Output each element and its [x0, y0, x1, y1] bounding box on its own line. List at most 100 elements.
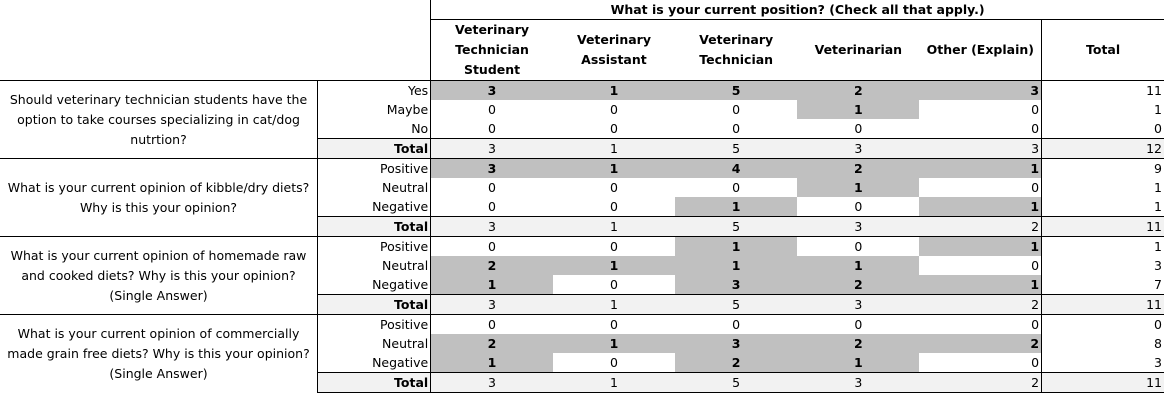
column-total-cell: 2 — [919, 294, 1042, 315]
column-total-cell: 3 — [430, 138, 553, 159]
count-cell: 1 — [797, 100, 920, 119]
column-header: Veterinarian — [797, 19, 920, 81]
table-row: What is your current opinion of homemade… — [0, 236, 1164, 315]
count-cell: 0 — [488, 180, 496, 195]
table-row: Negative 1 0 3 2 1 7 — [0, 275, 1164, 295]
count-cell: 1 — [919, 197, 1042, 217]
count-cell: 0 — [430, 314, 553, 334]
grand-total-cell: 11 — [1041, 216, 1164, 237]
answer-label: Negative — [317, 275, 432, 295]
blank-corner-answer — [318, 20, 431, 81]
column-total-cell: 3 — [430, 294, 553, 315]
table-row: No 0 0 0 0 0 0 — [0, 119, 1164, 139]
count-cell: 2 — [797, 334, 920, 353]
count-cell: 0 — [919, 314, 1042, 334]
count-cell: 3 — [430, 158, 553, 178]
count-cell: 2 — [430, 256, 553, 275]
count-cell: 0 — [488, 102, 496, 117]
column-total-cell: 3 — [797, 294, 920, 315]
count-cell: 0 — [609, 102, 618, 117]
count-cell: 5 — [675, 80, 798, 100]
count-cell: 0 — [732, 102, 741, 117]
count-cell: 2 — [797, 275, 920, 295]
answer-label: Positive — [317, 236, 432, 256]
blank-corner-question — [0, 20, 318, 81]
table-row: Negative 0 0 1 0 1 1 — [0, 197, 1164, 217]
column-total-cell: 3 — [797, 216, 920, 237]
row-total-cell: 9 — [1041, 158, 1164, 178]
count-cell: 1 — [430, 353, 553, 373]
column-total-cell: 3 — [430, 372, 553, 393]
table-title: What is your current position? (Check al… — [430, 0, 1164, 20]
count-cell: 0 — [488, 121, 496, 136]
count-cell: 2 — [797, 158, 920, 178]
count-cell: 1 — [797, 256, 920, 275]
column-header-row: Veterinary Technician Student Veterinary… — [0, 19, 1164, 81]
title-row: What is your current position? (Check al… — [0, 0, 1164, 20]
count-cell: 1 — [675, 256, 798, 275]
column-header: Other (Explain) — [919, 19, 1042, 81]
table-row: Maybe 0 0 0 1 0 1 — [0, 100, 1164, 119]
count-cell: 0 — [1031, 355, 1040, 370]
count-cell: 4 — [675, 158, 798, 178]
column-total-cell: 3 — [797, 138, 920, 159]
column-total-cell: 1 — [552, 294, 676, 315]
column-header: Veterinary Assistant — [552, 19, 676, 81]
count-cell: 0 — [854, 199, 863, 214]
count-cell: 0 — [609, 180, 618, 195]
column-total-cell: 3 — [919, 138, 1042, 159]
total-label: Total — [317, 216, 432, 237]
count-cell: 1 — [430, 275, 553, 295]
table-row: Neutral 0 0 0 1 0 1 — [0, 178, 1164, 197]
count-cell: 0 — [1031, 180, 1040, 195]
answer-label: Positive — [317, 158, 432, 178]
total-label: Total — [317, 138, 432, 159]
blank-corner — [0, 0, 431, 20]
table-row: What is your current opinion of kibble/d… — [0, 158, 1164, 237]
count-cell: 1 — [675, 197, 798, 217]
count-cell: 0 — [854, 121, 863, 136]
row-total-cell: 11 — [1041, 80, 1164, 100]
count-cell: 3 — [675, 275, 798, 295]
table-row: Should veterinary technician students ha… — [0, 80, 1164, 159]
column-total-cell: 1 — [552, 372, 676, 393]
count-cell: 0 — [1031, 121, 1040, 136]
table-body: Should veterinary technician students ha… — [0, 80, 1164, 393]
grand-total-cell: 12 — [1041, 138, 1164, 159]
count-cell: 1 — [919, 275, 1042, 295]
row-total-cell: 1 — [1041, 236, 1164, 256]
count-cell: 3 — [430, 80, 553, 100]
count-cell: 0 — [430, 236, 553, 256]
count-cell: 0 — [609, 121, 618, 136]
answer-label: Neutral — [317, 256, 432, 275]
column-total-cell: 5 — [675, 216, 798, 237]
count-cell: 0 — [609, 277, 618, 292]
count-cell: 2 — [797, 80, 920, 100]
column-header: Veterinary Technician Student — [430, 19, 553, 81]
row-total-cell: 8 — [1041, 334, 1164, 353]
column-total-cell: 5 — [675, 138, 798, 159]
table-row: Neutral 2 1 3 2 2 8 — [0, 334, 1164, 353]
answer-label: Neutral — [317, 334, 432, 353]
row-total-cell: 3 — [1041, 353, 1164, 373]
row-total-cell: 1 — [1041, 100, 1164, 119]
row-total-cell: 1 — [1041, 178, 1164, 197]
section-total-row: Total 3 1 5 3 2 11 — [0, 216, 1164, 237]
count-cell: 0 — [1031, 102, 1040, 117]
row-total-cell: 3 — [1041, 256, 1164, 275]
answer-label: Negative — [317, 197, 432, 217]
table-row: Neutral 2 1 1 1 0 3 — [0, 256, 1164, 275]
count-cell: 0 — [488, 199, 496, 214]
count-cell: 0 — [609, 199, 618, 214]
count-cell: 1 — [797, 353, 920, 373]
count-cell: 1 — [675, 236, 798, 256]
column-header: Veterinary Technician — [675, 19, 798, 81]
column-total-cell: 1 — [552, 138, 676, 159]
column-total-cell: 3 — [797, 372, 920, 393]
answer-label: No — [317, 119, 432, 139]
column-total-cell: 5 — [675, 372, 798, 393]
answer-label: Neutral — [317, 178, 432, 197]
grand-total-cell: 11 — [1041, 294, 1164, 315]
count-cell: 2 — [919, 334, 1042, 353]
